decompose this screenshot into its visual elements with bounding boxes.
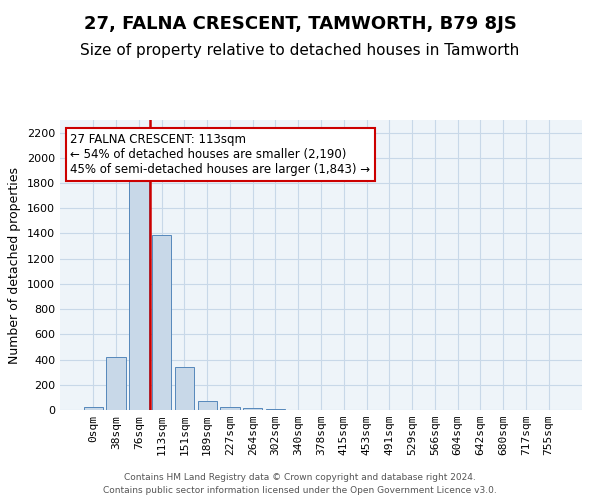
Bar bbox=[175, 367, 194, 410]
Text: Contains public sector information licensed under the Open Government Licence v3: Contains public sector information licen… bbox=[103, 486, 497, 495]
Bar bbox=[152, 234, 172, 410]
Bar bbox=[220, 407, 239, 410]
Bar bbox=[197, 400, 217, 410]
Y-axis label: Number of detached properties: Number of detached properties bbox=[8, 166, 22, 364]
Bar bbox=[129, 164, 149, 410]
Text: 27 FALNA CRESCENT: 113sqm
← 54% of detached houses are smaller (2,190)
45% of se: 27 FALNA CRESCENT: 113sqm ← 54% of detac… bbox=[70, 133, 371, 176]
Text: 27, FALNA CRESCENT, TAMWORTH, B79 8JS: 27, FALNA CRESCENT, TAMWORTH, B79 8JS bbox=[83, 15, 517, 33]
Text: Size of property relative to detached houses in Tamworth: Size of property relative to detached ho… bbox=[80, 42, 520, 58]
Text: Contains HM Land Registry data © Crown copyright and database right 2024.: Contains HM Land Registry data © Crown c… bbox=[124, 474, 476, 482]
Bar bbox=[243, 408, 262, 410]
Bar bbox=[84, 407, 103, 410]
Bar bbox=[106, 357, 126, 410]
